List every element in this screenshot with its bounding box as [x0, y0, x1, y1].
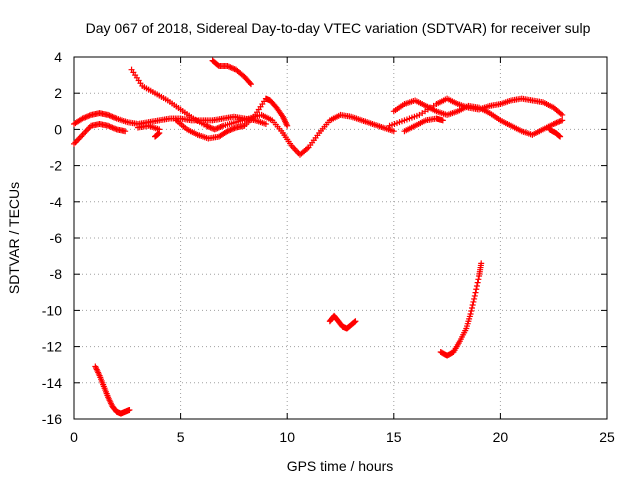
series-arc-f	[134, 122, 163, 133]
data-point	[156, 130, 163, 137]
series-arc-h	[386, 95, 566, 129]
data-point	[122, 128, 129, 135]
data-point	[352, 318, 359, 325]
y-tick-label: -10	[42, 302, 62, 318]
data-point	[470, 298, 477, 305]
data-point	[475, 276, 482, 283]
data-point	[246, 79, 253, 86]
series-arc-l	[92, 363, 133, 417]
data-point	[473, 286, 480, 293]
series-arc-b	[71, 120, 129, 147]
x-tick-label: 25	[599, 429, 615, 445]
series-arc-j	[401, 115, 446, 135]
y-tick-label: -14	[42, 375, 62, 391]
y-tick-label: -8	[50, 266, 63, 282]
y-tick-label: 2	[54, 85, 62, 101]
y-tick-label: -4	[50, 194, 63, 210]
data-point	[471, 292, 478, 299]
data-point	[390, 128, 397, 135]
series-arc-c	[128, 66, 397, 158]
data-point	[155, 130, 162, 137]
series-arc-d	[209, 57, 254, 88]
data-point	[472, 289, 479, 296]
data-points	[71, 57, 566, 417]
data-point	[557, 133, 564, 140]
data-point	[467, 311, 474, 318]
x-axis: 0 5 10 15 20 25	[70, 57, 615, 445]
data-point	[559, 111, 566, 118]
data-point	[247, 81, 254, 88]
data-point	[126, 406, 133, 413]
y-axis: -16 -14 -12 -10 -8 -6 -4 -2 0 2 4	[42, 49, 607, 427]
data-point	[471, 295, 478, 302]
chart-title: Day 067 of 2018, Sidereal Day-to-day VTE…	[86, 20, 591, 36]
data-point	[469, 301, 476, 308]
data-point	[474, 279, 481, 286]
data-point	[351, 318, 358, 325]
series-arc-e	[173, 95, 291, 142]
data-point	[473, 282, 480, 289]
plot-frame	[73, 56, 608, 420]
x-tick-label: 15	[386, 429, 402, 445]
y-tick-label: -2	[50, 158, 63, 174]
x-tick-label: 5	[177, 429, 185, 445]
grid-lines	[74, 57, 607, 419]
x-tick-label: 10	[279, 429, 295, 445]
data-point	[262, 120, 269, 127]
data-point	[468, 308, 475, 315]
data-point	[284, 122, 291, 129]
y-tick-label: -16	[42, 411, 62, 427]
data-point	[468, 304, 475, 311]
data-point	[478, 260, 485, 267]
data-point	[556, 133, 563, 140]
series-arc-k	[546, 126, 564, 140]
data-point	[439, 117, 446, 124]
series-arc-g	[152, 130, 163, 140]
x-tick-label: 20	[493, 429, 509, 445]
series-arc-m	[326, 312, 359, 332]
data-point	[559, 117, 566, 124]
y-tick-label: -12	[42, 339, 62, 355]
y-tick-label: -6	[50, 230, 63, 246]
series-arc-n	[437, 260, 485, 359]
x-axis-label: GPS time / hours	[287, 458, 394, 474]
y-tick-label: 0	[54, 121, 62, 137]
series-arc-i	[390, 97, 566, 138]
x-tick-label: 0	[70, 429, 78, 445]
y-tick-label: 4	[54, 49, 62, 65]
y-axis-label: SDTVAR / TECUs	[6, 182, 22, 294]
